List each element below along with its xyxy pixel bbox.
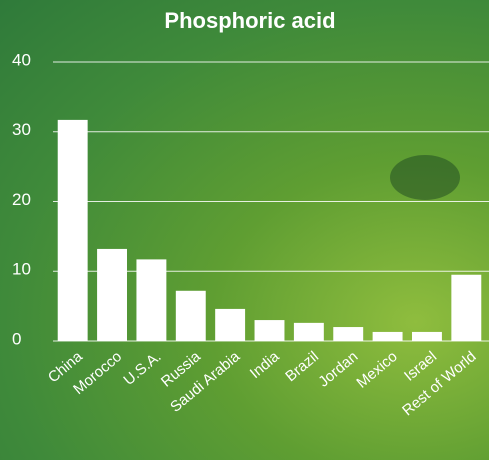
y-tick-label: 20 (12, 190, 31, 209)
bar (255, 320, 285, 341)
bar (333, 327, 363, 341)
chart: Phosphoric acid 010203040ChinaMoroccoU.S… (0, 0, 489, 460)
bar (294, 323, 324, 341)
chart-container: Phosphoric acid 010203040ChinaMoroccoU.S… (0, 0, 489, 460)
x-tick-label: Jordan (315, 348, 361, 391)
x-tick-label: India (247, 348, 283, 382)
bar (451, 275, 481, 341)
y-tick-label: 0 (12, 329, 21, 348)
bar (373, 332, 403, 341)
x-tick-label: Mexico (353, 348, 400, 392)
x-tick-label: U.S.A. (120, 348, 164, 389)
y-tick-label: 30 (12, 120, 31, 139)
bar (58, 120, 88, 341)
bar (215, 309, 245, 341)
bar (176, 291, 206, 341)
bar (412, 332, 442, 341)
y-tick-label: 40 (12, 50, 31, 69)
y-tick-label: 10 (12, 260, 31, 279)
bar (136, 259, 166, 341)
bar (97, 249, 127, 341)
chart-title: Phosphoric acid (164, 8, 335, 33)
